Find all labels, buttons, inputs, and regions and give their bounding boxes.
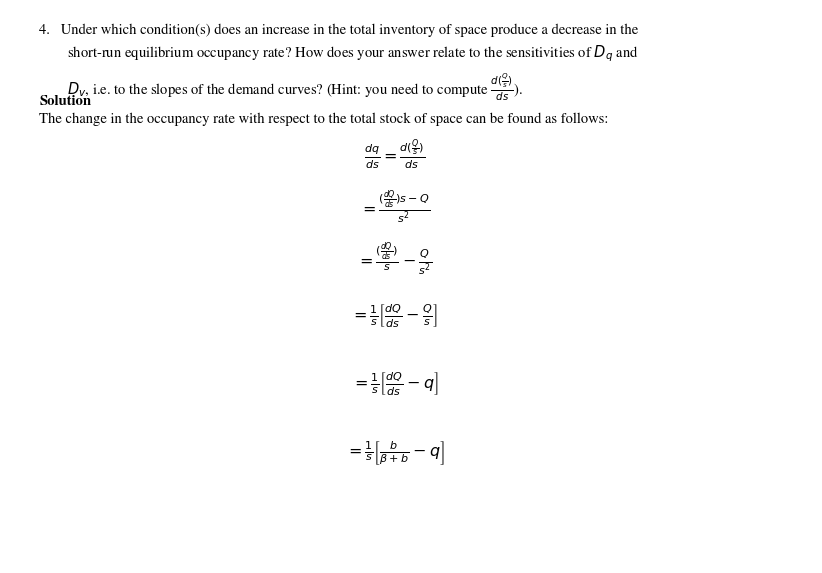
Text: $= \frac{(\frac{dQ}{ds})}{s} - \frac{Q}{s^2}$: $= \frac{(\frac{dQ}{ds})}{s} - \frac{Q}{…	[357, 240, 432, 278]
Text: $= \frac{1}{s}\left[\frac{b}{\beta + b} - q\right]$: $= \frac{1}{s}\left[\frac{b}{\beta + b} …	[344, 439, 445, 466]
Text: short-run equilibrium occupancy rate? How does your answer relate to the sensiti: short-run equilibrium occupancy rate? Ho…	[67, 43, 639, 64]
Text: The change in the occupancy rate with respect to the total stock of space can be: The change in the occupancy rate with re…	[39, 113, 609, 126]
Text: $= \frac{(\frac{dQ}{ds})s - Q}{s^2}$: $= \frac{(\frac{dQ}{ds})s - Q}{s^2}$	[359, 189, 430, 226]
Text: $= \frac{1}{s}\left[\frac{dQ}{ds} - \frac{Q}{s}\right]$: $= \frac{1}{s}\left[\frac{dQ}{ds} - \fra…	[350, 303, 439, 331]
Text: 4.   Under which condition(s) does an increase in the total inventory of space p: 4. Under which condition(s) does an incr…	[39, 24, 639, 37]
Text: $D_v$, i.e. to the slopes of the demand curves? (Hint: you need to compute $\fra: $D_v$, i.e. to the slopes of the demand …	[67, 72, 524, 103]
Text: $= \frac{1}{s}\left[\frac{dQ}{ds} - q\right]$: $= \frac{1}{s}\left[\frac{dQ}{ds} - q\ri…	[351, 370, 438, 398]
Text: Solution: Solution	[39, 95, 91, 108]
Text: $\frac{dq}{ds} = \frac{d(\frac{Q}{s})}{ds}$: $\frac{dq}{ds} = \frac{d(\frac{Q}{s})}{d…	[364, 138, 425, 172]
